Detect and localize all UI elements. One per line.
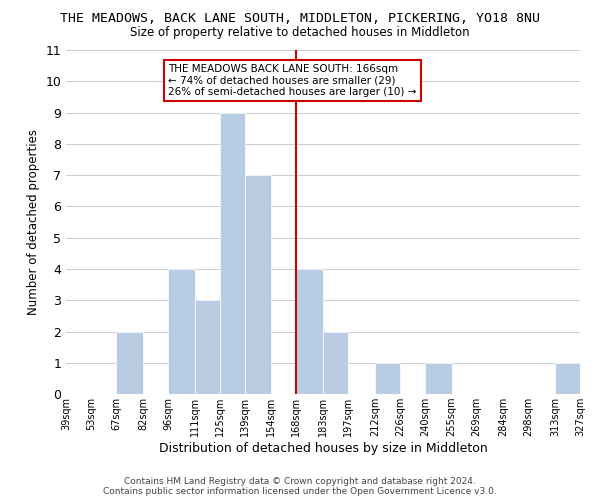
Bar xyxy=(375,363,400,394)
Y-axis label: Number of detached properties: Number of detached properties xyxy=(27,129,40,315)
Bar xyxy=(195,300,220,394)
Bar xyxy=(296,269,323,394)
X-axis label: Distribution of detached houses by size in Middleton: Distribution of detached houses by size … xyxy=(159,442,488,455)
Bar xyxy=(425,363,452,394)
Text: THE MEADOWS BACK LANE SOUTH: 166sqm
← 74% of detached houses are smaller (29)
26: THE MEADOWS BACK LANE SOUTH: 166sqm ← 74… xyxy=(168,64,416,98)
Bar xyxy=(555,363,580,394)
Bar xyxy=(245,175,271,394)
Bar xyxy=(323,332,348,394)
Text: Size of property relative to detached houses in Middleton: Size of property relative to detached ho… xyxy=(130,26,470,39)
Text: THE MEADOWS, BACK LANE SOUTH, MIDDLETON, PICKERING, YO18 8NU: THE MEADOWS, BACK LANE SOUTH, MIDDLETON,… xyxy=(60,12,540,26)
Bar xyxy=(116,332,143,394)
Text: Contains HM Land Registry data © Crown copyright and database right 2024.
Contai: Contains HM Land Registry data © Crown c… xyxy=(103,476,497,496)
Bar xyxy=(220,112,245,394)
Bar xyxy=(168,269,195,394)
